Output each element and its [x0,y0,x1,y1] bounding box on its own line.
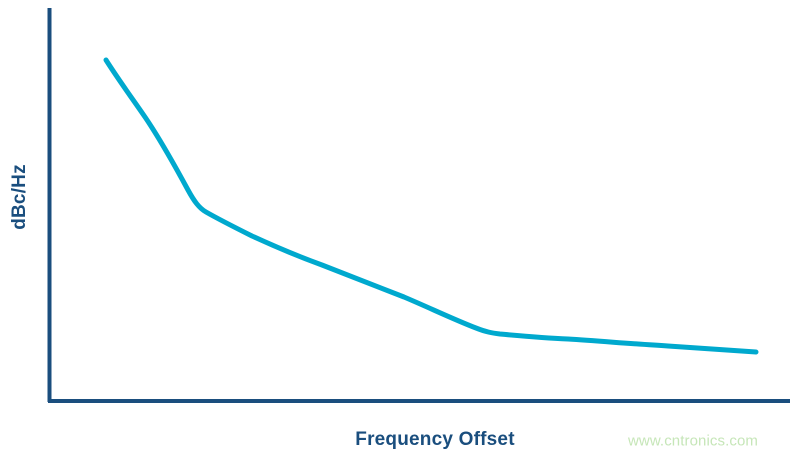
y-axis-label: dBc/Hz [9,164,30,230]
x-axis-label: Frequency Offset [355,429,515,450]
site-watermark: www.cntronics.com [627,432,759,450]
phase-noise-curve [103,57,759,355]
